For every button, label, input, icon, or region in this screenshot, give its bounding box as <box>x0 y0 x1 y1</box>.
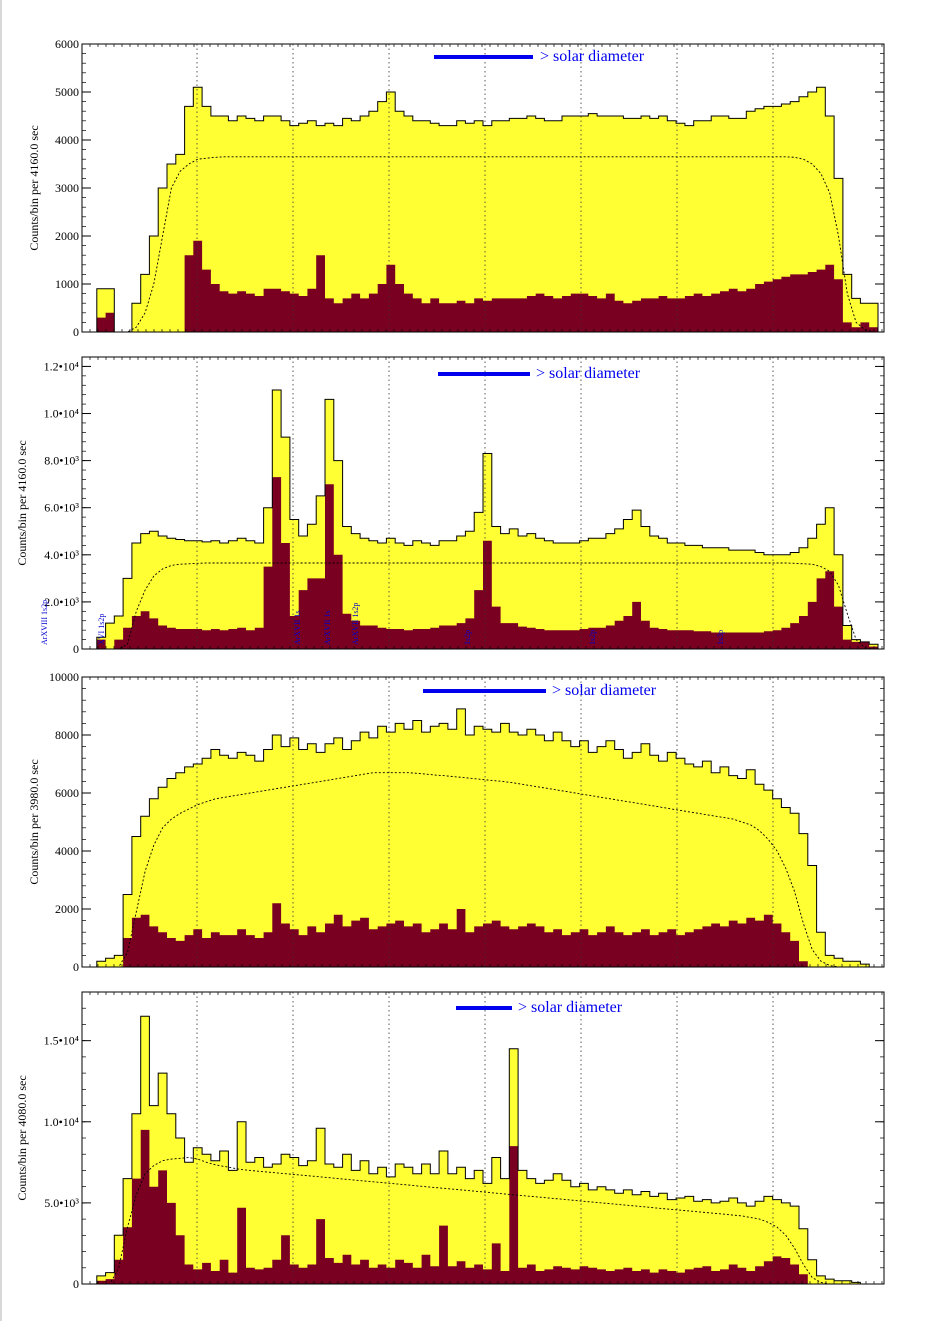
y-tick-label: 0 <box>73 960 79 974</box>
series-component-fill <box>88 477 878 649</box>
y-axis-label: Counts/bin per 4160.0 sec <box>15 440 29 565</box>
line-id-label: 1s3p <box>716 630 725 645</box>
y-tick-label: 4000 <box>55 133 79 147</box>
line-id-label: ArXVIII 1s2p <box>40 600 49 645</box>
y-tick-label: 0 <box>73 325 79 339</box>
chart-panel-3: 0 2000 4000 6000 8000 10000 Counts/bin per 398… <box>27 670 885 974</box>
y-tick-label: 1.2•10⁴ <box>44 359 79 373</box>
y-tick-label: 8.0•10³ <box>44 454 79 468</box>
y-tick-label: 0 <box>73 1277 79 1291</box>
y-tick-label: 2.0•10³ <box>44 595 79 609</box>
series-total-fill <box>88 87 878 332</box>
y-tick-label: 5000 <box>55 85 79 99</box>
series-component-fill <box>88 903 878 967</box>
y-tick-label: 1.5•10⁴ <box>44 1034 79 1048</box>
y-tick-label: 2000 <box>55 902 79 916</box>
y-tick-label: 3000 <box>55 181 79 195</box>
y-axis-label: Counts/bin per 4080.0 sec <box>15 1075 29 1200</box>
y-tick-label: 4.0•10³ <box>44 548 79 562</box>
plot-frame <box>81 676 885 968</box>
series-component-fill <box>88 240 878 332</box>
y-tick-label: 8000 <box>55 728 79 742</box>
y-tick-label: 5.0•10³ <box>44 1196 79 1210</box>
y-axis-label: Counts/bin per 4160.0 sec <box>27 125 41 250</box>
y-tick-label: 1.0•10⁴ <box>44 1115 79 1129</box>
y-tick-label: 6.0•10³ <box>44 501 79 515</box>
solar-diameter-label: > solar diameter <box>536 365 641 382</box>
chart-panel-4: 0 5.0•10³ 1.0•10⁴ 1.5•10⁴ Counts/bin per 408… <box>15 991 885 1291</box>
chart-panel-2: 0 2.0•10³ 4.0•10³ 6.0•10³ 8.0•10³ 1.0•10⁴ 1.2•… <box>15 356 885 656</box>
line-id-label: 1s2p <box>588 630 597 645</box>
solar-diameter-label: > solar diameter <box>518 999 623 1016</box>
y-axis-label: Counts/bin per 3980.0 sec <box>27 759 41 884</box>
plot-frame <box>81 356 885 650</box>
y-tick-label: 0 <box>73 642 79 656</box>
line-id-label: ArXVII 1s <box>293 611 302 645</box>
y-tick-label: 2000 <box>55 229 79 243</box>
series-total-fill <box>88 708 878 967</box>
series-model-curve <box>92 772 874 968</box>
line-id-label: 1s2p <box>463 630 472 645</box>
y-tick-label: 10000 <box>49 670 79 684</box>
line-id-label: ArXVII 1s2p <box>351 603 360 645</box>
series-total-fill <box>88 1016 878 1284</box>
y-tick-label: 1.0•10⁴ <box>44 407 79 421</box>
series-total-outline <box>88 708 878 968</box>
y-tick-label: 6000 <box>55 786 79 800</box>
y-tick-label: 6000 <box>55 37 79 51</box>
line-id-label: ArXVII 1s <box>323 611 332 645</box>
chart-panel-1: 0 1000 2000 3000 4000 5000 6000 Counts/bin per … <box>27 37 885 339</box>
left-edge-strip <box>0 0 2 1321</box>
line-id-label: XVI 1s2p <box>97 614 106 645</box>
solar-diameter-label: > solar diameter <box>540 48 645 65</box>
solar-diameter-label: > solar diameter <box>552 682 657 699</box>
series-total-outline <box>88 389 879 650</box>
series-total-outline <box>88 86 879 333</box>
series-total-outline <box>88 1015 878 1285</box>
y-tick-label: 1000 <box>55 277 79 291</box>
y-tick-label: 4000 <box>55 844 79 858</box>
series-model-curve <box>92 1157 874 1285</box>
series-component-fill <box>88 1129 878 1284</box>
